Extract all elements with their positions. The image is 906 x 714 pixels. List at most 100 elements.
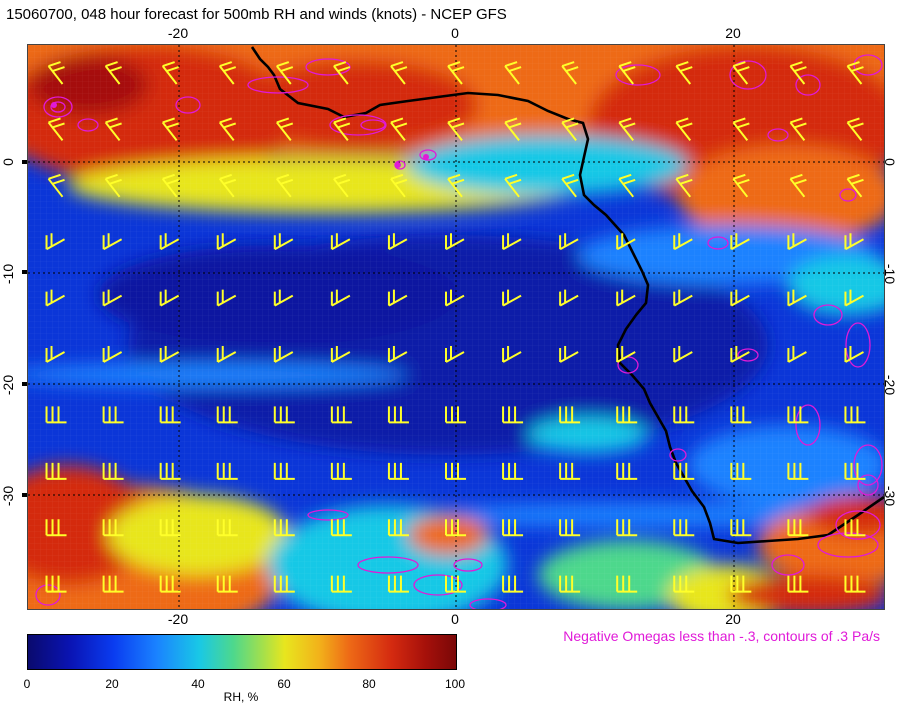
wind-barb [387, 289, 408, 307]
wind-barb [47, 61, 65, 85]
frame-tick-mark [22, 382, 27, 386]
wind-barb [502, 233, 522, 251]
wind-barb [789, 117, 807, 142]
wind-barb [387, 519, 409, 537]
wind-barb [618, 173, 636, 198]
wind-barb [559, 233, 579, 251]
wind-barb [559, 346, 579, 363]
omega-centers [51, 102, 429, 168]
colorbar-label: 20 [105, 677, 119, 691]
left-tick-label: 0 [0, 158, 16, 166]
map-canvas [28, 45, 884, 609]
wind-barb [273, 462, 295, 480]
wind-barb [559, 462, 581, 480]
wind-barb [445, 575, 466, 593]
wind-barb [502, 406, 524, 424]
wind-barb [447, 61, 465, 85]
wind-barb [846, 117, 864, 142]
left-tick-label: -30 [0, 485, 17, 507]
wind-barb [559, 289, 579, 307]
wind-barb [273, 289, 294, 307]
wind-barb [104, 61, 122, 85]
bottom-tick-label: 20 [725, 611, 741, 627]
wind-barb [387, 575, 409, 593]
wind-barb [616, 346, 636, 363]
wind-barb [504, 61, 522, 85]
wind-barb [161, 173, 179, 198]
wind-barb [216, 462, 238, 480]
wind-barb [216, 233, 237, 251]
wind-barb [561, 117, 579, 142]
wind-barb [330, 462, 352, 480]
bottom-tick-label: 0 [451, 611, 459, 627]
omega-contours [35, 54, 883, 609]
wind-barb [732, 117, 750, 142]
rh-colorbar [27, 634, 457, 670]
wind-barb [730, 462, 752, 480]
top-tick-label: -20 [167, 25, 189, 41]
wind-barb [673, 462, 695, 480]
wind-barb [273, 233, 294, 251]
wind-barb [846, 61, 864, 85]
wind-barb [846, 173, 864, 198]
top-tick-label: 0 [451, 25, 459, 41]
wind-barb [787, 519, 809, 537]
wind-barb [844, 289, 864, 307]
wind-barb [390, 117, 408, 142]
rh-wind-map[interactable] [27, 44, 885, 610]
wind-barb [447, 173, 465, 198]
wind-barb [502, 575, 524, 593]
wind-barb [730, 346, 750, 363]
wind-barb [445, 289, 465, 307]
wind-barb [787, 575, 809, 593]
wind-barb [673, 519, 695, 537]
wind-barb [616, 406, 638, 424]
wind-barb [102, 575, 124, 593]
wind-barb [502, 519, 524, 537]
wind-barb [732, 173, 750, 198]
colorbar-title: RH, % [223, 690, 259, 704]
wind-barb [159, 406, 181, 424]
colorbar-label: 100 [444, 677, 466, 691]
wind-barb [730, 575, 752, 593]
wind-barb [844, 406, 866, 424]
wind-barb [675, 173, 693, 198]
wind-barb [730, 406, 752, 424]
wind-barb [390, 61, 408, 85]
wind-barb [276, 173, 294, 198]
wind-barb [273, 346, 294, 363]
wind-barb [159, 462, 181, 480]
wind-barb [502, 462, 524, 480]
wind-barb [333, 173, 351, 198]
frame-tick-mark [22, 270, 27, 274]
wind-barb [216, 289, 237, 307]
wind-barb [387, 406, 409, 424]
omega-note: Negative Omegas less than -.3, contours … [563, 628, 880, 644]
grid-texture [28, 45, 884, 609]
wind-barb [45, 462, 67, 480]
wind-barb [787, 406, 809, 424]
wind-barb [387, 346, 408, 363]
colorbar-label: 80 [362, 677, 376, 691]
wind-barb [502, 289, 522, 307]
wind-barb [844, 233, 864, 251]
map-title: 15060700, 048 hour forecast for 500mb RH… [6, 6, 507, 23]
colorbar-label: 60 [277, 677, 291, 691]
wind-barb [673, 346, 693, 363]
wind-barb [330, 575, 352, 593]
wind-barb [104, 173, 122, 198]
wind-barb [330, 406, 352, 424]
left-tick-label: -10 [0, 263, 17, 285]
left-tick-label: -20 [0, 374, 17, 396]
wind-barb [330, 519, 352, 537]
wind-barb [787, 462, 809, 480]
wind-barb [102, 519, 124, 537]
wind-barb [159, 575, 181, 593]
wind-barb [273, 519, 295, 537]
wind-barb [445, 346, 465, 363]
wind-barb [390, 173, 408, 198]
wind-barb [218, 61, 237, 85]
wind-barb [559, 519, 581, 537]
wind-barb [445, 519, 466, 537]
wind-barb [45, 406, 67, 424]
